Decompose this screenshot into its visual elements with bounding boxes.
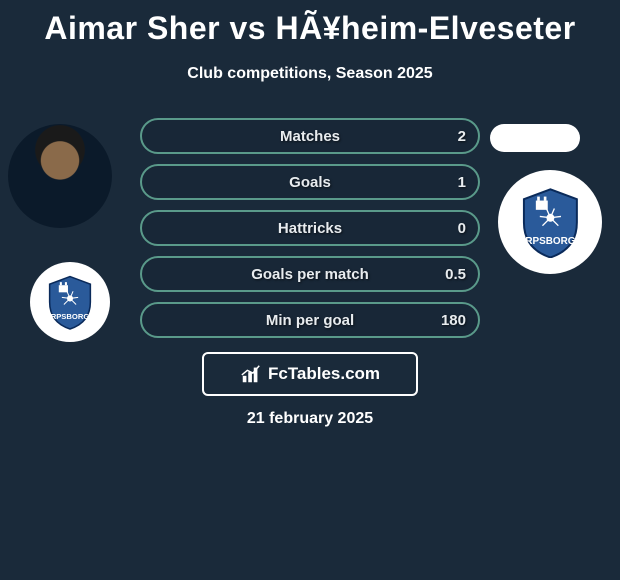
- brand-text: FcTables.com: [268, 364, 380, 384]
- player-photo-left: [8, 124, 112, 228]
- shield-icon: RPSBORG: [514, 186, 587, 259]
- stat-label: Goals per match: [251, 266, 369, 283]
- stats-table: Matches 2 Goals 1 Hattricks 0 Goals per …: [140, 118, 480, 348]
- stat-label: Min per goal: [266, 312, 354, 329]
- stat-value-right: 1: [458, 174, 466, 191]
- brand-badge: FcTables.com: [202, 352, 418, 396]
- stat-row: Hattricks 0: [140, 210, 480, 246]
- page-subtitle: Club competitions, Season 2025: [0, 65, 620, 83]
- stat-value-right: 0: [458, 220, 466, 237]
- shield-icon: RPSBORG: [42, 274, 98, 330]
- date-text: 21 february 2025: [0, 410, 620, 428]
- club-name-text: RPSBORG: [525, 236, 575, 247]
- club-badge-left: RPSBORG: [30, 262, 110, 342]
- stat-value-right: 180: [441, 312, 466, 329]
- stat-value-right: 2: [458, 128, 466, 145]
- player-face-placeholder: [8, 124, 112, 228]
- player-photo-right-placeholder: [490, 124, 580, 152]
- page-title: Aimar Sher vs HÃ¥heim-Elveseter: [0, 0, 620, 47]
- club-badge-right: RPSBORG: [498, 170, 602, 274]
- club-name-text: RPSBORG: [51, 312, 90, 321]
- bar-chart-icon: [240, 363, 262, 385]
- stat-row: Matches 2: [140, 118, 480, 154]
- stat-label: Goals: [289, 174, 331, 191]
- stat-row: Goals 1: [140, 164, 480, 200]
- stat-row: Min per goal 180: [140, 302, 480, 338]
- stat-row: Goals per match 0.5: [140, 256, 480, 292]
- stat-value-right: 0.5: [445, 266, 466, 283]
- stat-label: Hattricks: [278, 220, 342, 237]
- stat-label: Matches: [280, 128, 340, 145]
